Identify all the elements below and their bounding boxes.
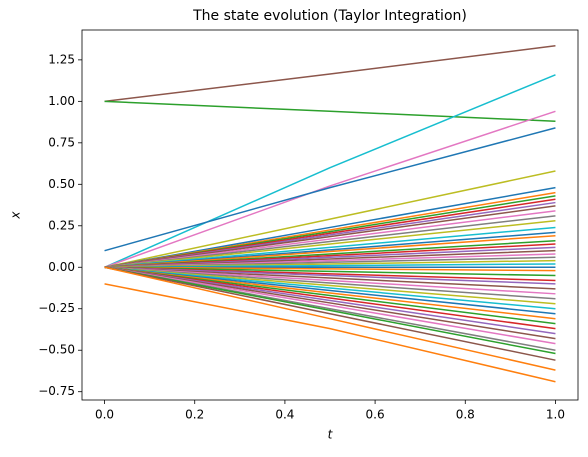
x-tick-label: 0.8 bbox=[456, 408, 475, 422]
data-line bbox=[104, 110, 556, 268]
data-line bbox=[104, 266, 556, 310]
y-tick-label: 0.00 bbox=[48, 260, 75, 274]
data-line bbox=[104, 266, 556, 340]
data-line bbox=[104, 127, 556, 252]
data-line bbox=[104, 266, 556, 330]
data-line bbox=[104, 266, 556, 305]
data-line bbox=[104, 266, 556, 345]
data-line bbox=[104, 205, 556, 269]
data-line bbox=[104, 266, 556, 320]
data-line bbox=[104, 266, 556, 325]
data-line bbox=[104, 210, 556, 269]
data-line bbox=[104, 215, 556, 269]
y-axis-label: x bbox=[9, 211, 23, 220]
x-tick-label: 1.0 bbox=[546, 408, 565, 422]
x-tick-label: 0.2 bbox=[185, 408, 204, 422]
data-line bbox=[104, 266, 556, 290]
data-line bbox=[104, 266, 556, 277]
data-line bbox=[104, 266, 556, 361]
x-tick-label: 0.6 bbox=[366, 408, 385, 422]
x-tick-label: 0.4 bbox=[275, 408, 294, 422]
data-line bbox=[104, 266, 556, 355]
data-line bbox=[104, 266, 556, 371]
data-line bbox=[104, 186, 556, 269]
data-line bbox=[104, 45, 556, 103]
data-line bbox=[104, 266, 556, 315]
data-line bbox=[104, 234, 556, 269]
data-line bbox=[104, 283, 556, 383]
y-tick-label: −0.75 bbox=[38, 384, 75, 398]
data-line bbox=[104, 226, 556, 269]
data-line bbox=[104, 266, 556, 272]
data-line bbox=[104, 266, 556, 300]
x-axis-label: t bbox=[328, 428, 334, 442]
plot-area bbox=[104, 45, 556, 383]
y-tick-label: 1.25 bbox=[48, 52, 75, 66]
x-tick-label: 0.0 bbox=[95, 408, 114, 422]
y-tick-label: 1.00 bbox=[48, 94, 75, 108]
y-tick-label: 0.50 bbox=[48, 177, 75, 191]
data-line bbox=[104, 220, 556, 269]
y-tick-label: 0.75 bbox=[48, 135, 75, 149]
y-tick-label: −0.25 bbox=[38, 301, 75, 315]
data-line bbox=[104, 170, 556, 268]
data-line bbox=[104, 266, 556, 335]
y-tick-label: 0.25 bbox=[48, 218, 75, 232]
chart-title: The state evolution (Taylor Integration) bbox=[192, 8, 467, 24]
data-line bbox=[104, 74, 556, 268]
axes-frame bbox=[81, 29, 579, 401]
data-line bbox=[104, 266, 556, 285]
data-line bbox=[104, 266, 556, 295]
y-tick-label: −0.50 bbox=[38, 343, 75, 357]
data-line bbox=[104, 100, 556, 123]
